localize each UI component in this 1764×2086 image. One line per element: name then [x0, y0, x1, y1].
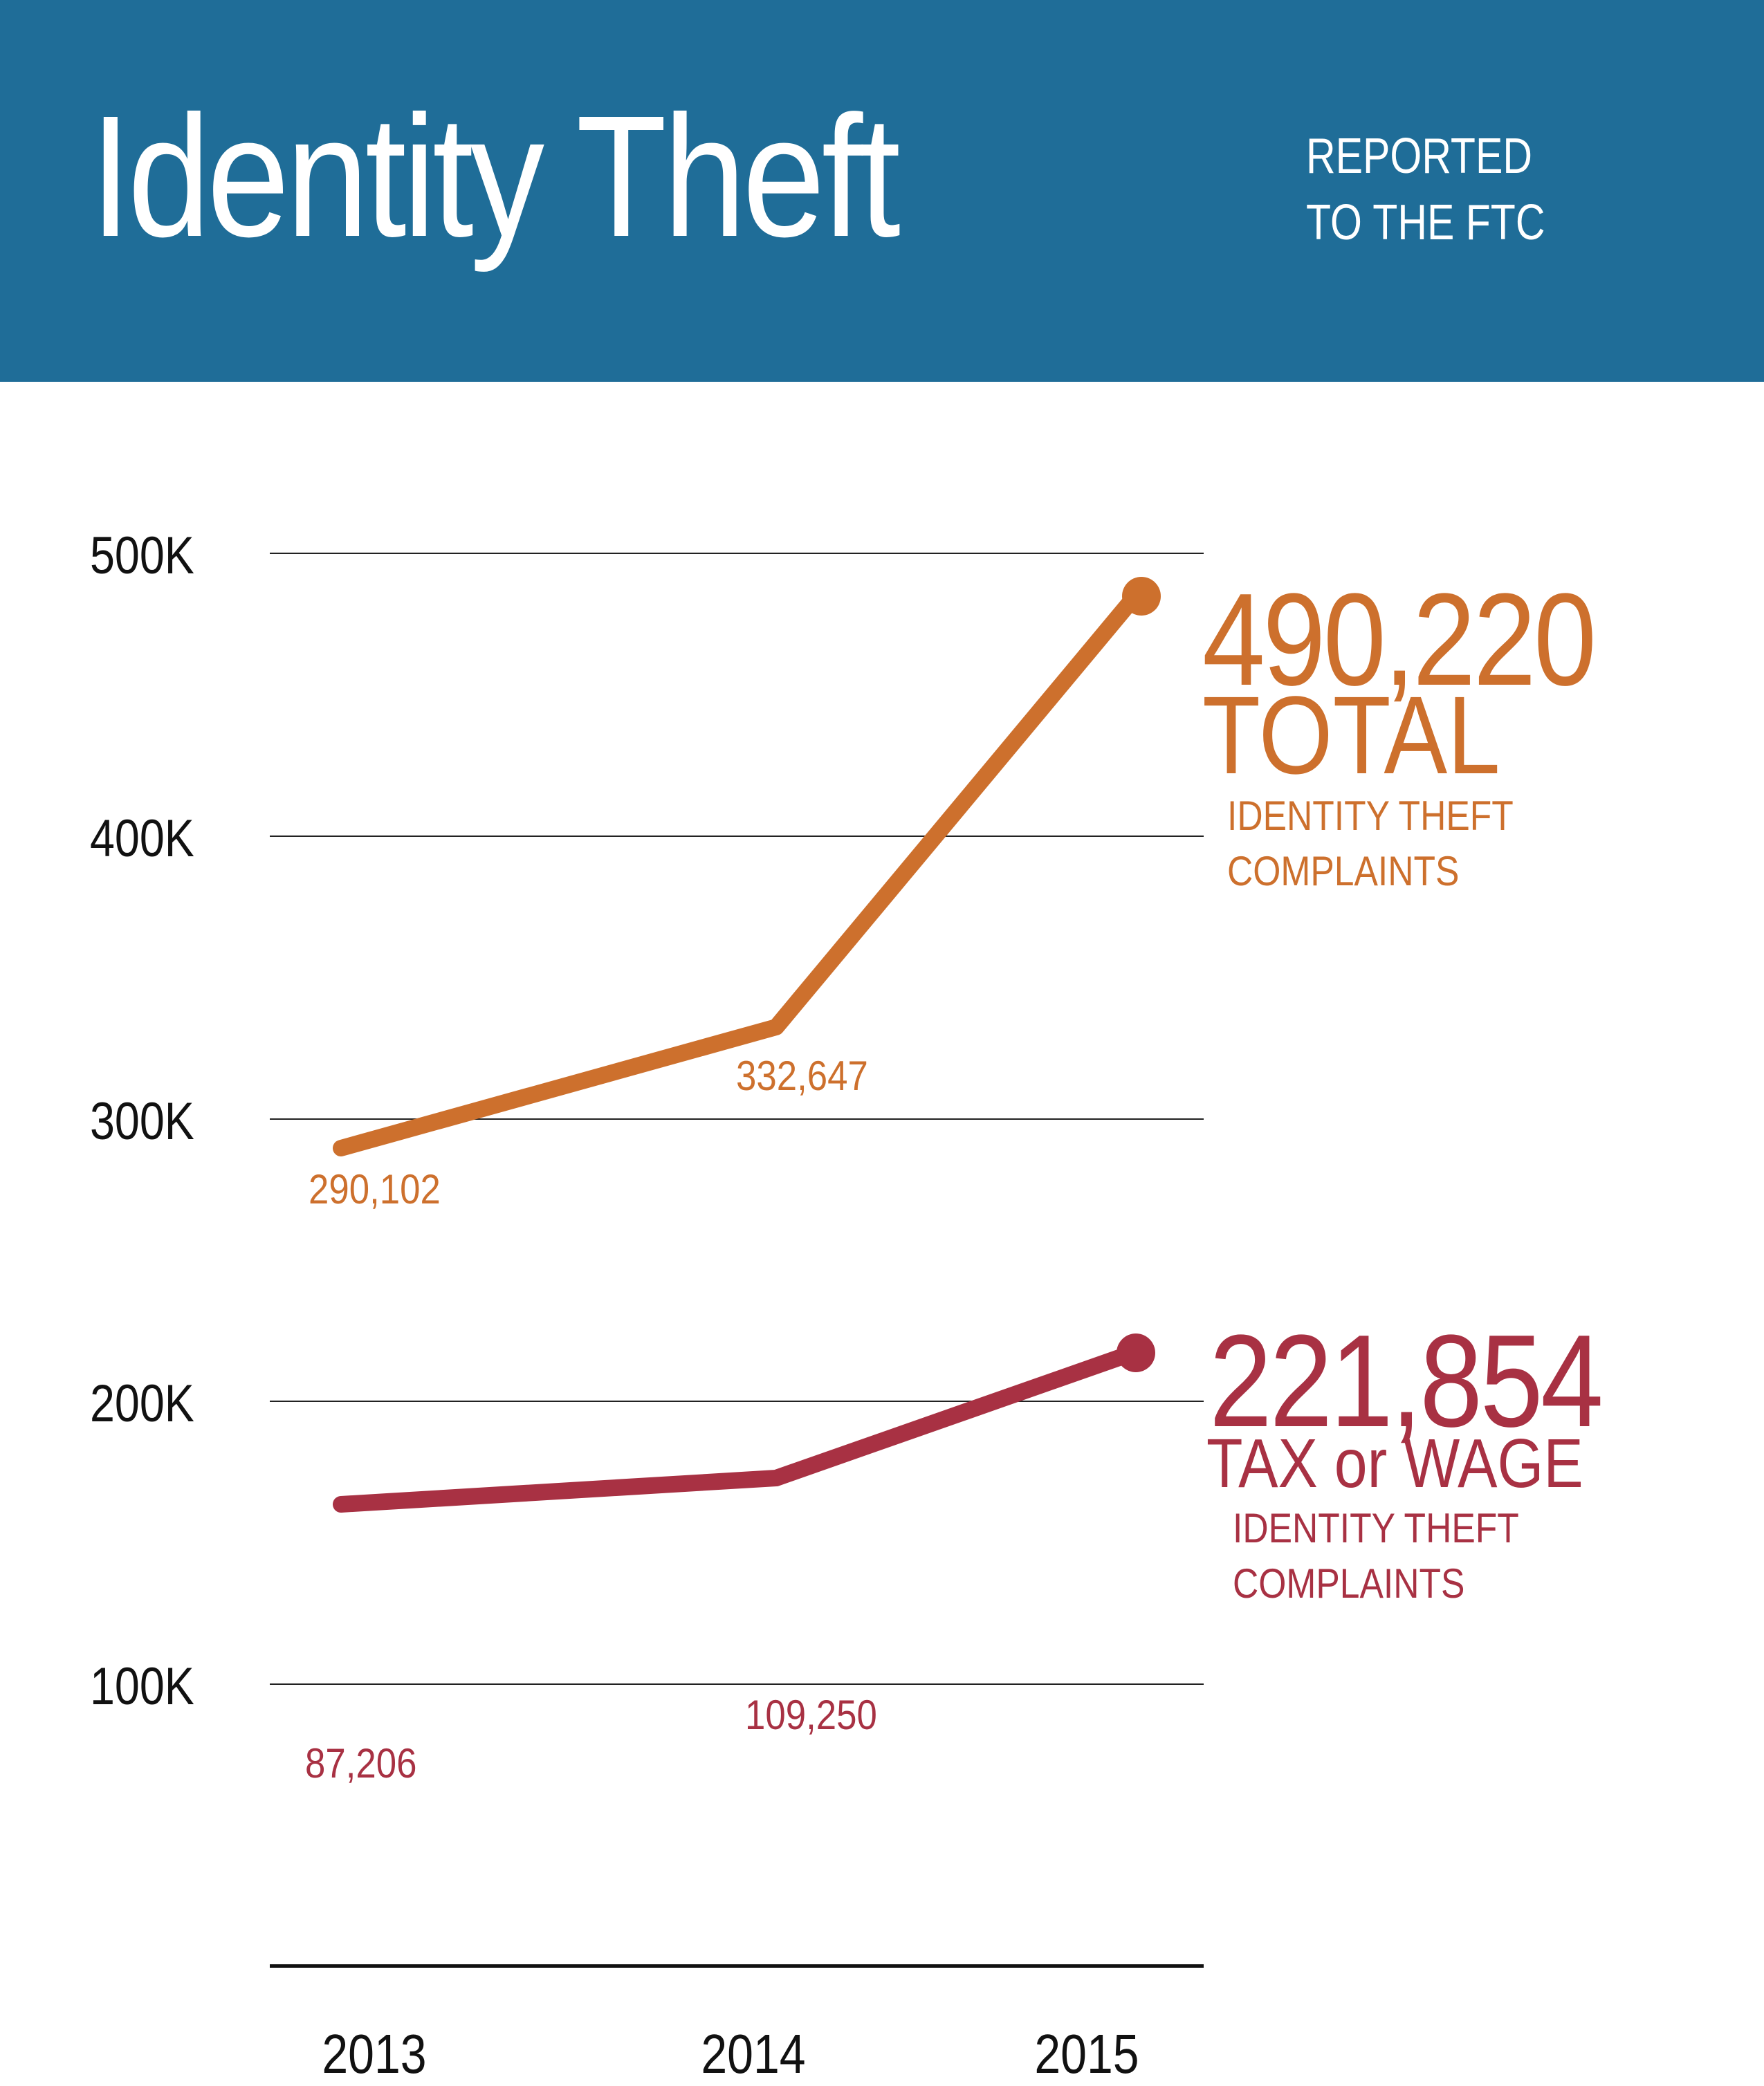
tax-caption-line-1: IDENTITY THEFT — [1233, 1505, 1519, 1551]
x-tick-label: 2015 — [1034, 2023, 1139, 2085]
y-tick-label: 500K — [90, 526, 194, 585]
subtitle-line-1: REPORTED — [1306, 129, 1532, 184]
total-callout-caption: IDENTITY THEFT COMPLAINTS — [1227, 788, 1514, 899]
y-tick-label: 200K — [90, 1374, 194, 1433]
y-tick-label: 400K — [90, 809, 194, 868]
tax-2013-label: 87,206 — [305, 1740, 417, 1787]
tax-caption-line-2: COMPLAINTS — [1233, 1560, 1465, 1607]
total-2015-marker — [1122, 577, 1161, 616]
total-callout-word: TOTAL — [1202, 673, 1500, 797]
tax-callout-word: TAX or WAGE — [1206, 1425, 1583, 1502]
subtitle-line-2: TO THE FTC — [1306, 195, 1545, 250]
tax-2014-label: 109,250 — [745, 1692, 877, 1738]
gridline-300k — [270, 1118, 1204, 1120]
page-subtitle: REPORTED TO THE FTC — [1306, 123, 1545, 256]
tax-2015-marker — [1117, 1333, 1155, 1372]
total-2014-label: 332,647 — [736, 1053, 868, 1099]
gridline-400k — [270, 836, 1204, 837]
y-tick-label: 300K — [90, 1092, 194, 1151]
tax-wage-complaints-line — [333, 1346, 1137, 1513]
x-tick-label: 2014 — [701, 2023, 806, 2085]
tax-callout-caption: IDENTITY THEFT COMPLAINTS — [1233, 1501, 1519, 1612]
gridline-100k — [270, 1683, 1204, 1685]
total-caption-line-2: COMPLAINTS — [1227, 848, 1460, 894]
header-banner: Identity Theft REPORTED TO THE FTC — [0, 0, 1764, 382]
x-tick-label: 2013 — [322, 2023, 427, 2085]
y-tick-label: 100K — [90, 1657, 194, 1716]
gridline-200k — [270, 1401, 1204, 1402]
total-callout-number: 490,220 — [1202, 566, 1597, 713]
tax-callout-number: 221,854 — [1209, 1308, 1604, 1455]
total-2013-label: 290,102 — [309, 1166, 441, 1212]
page-title: Identity Theft — [90, 80, 901, 273]
x-axis-baseline — [270, 1964, 1204, 1968]
gridline-500k — [270, 553, 1204, 554]
total-caption-line-1: IDENTITY THEFT — [1227, 793, 1514, 839]
total-complaints-line — [333, 588, 1143, 1156]
